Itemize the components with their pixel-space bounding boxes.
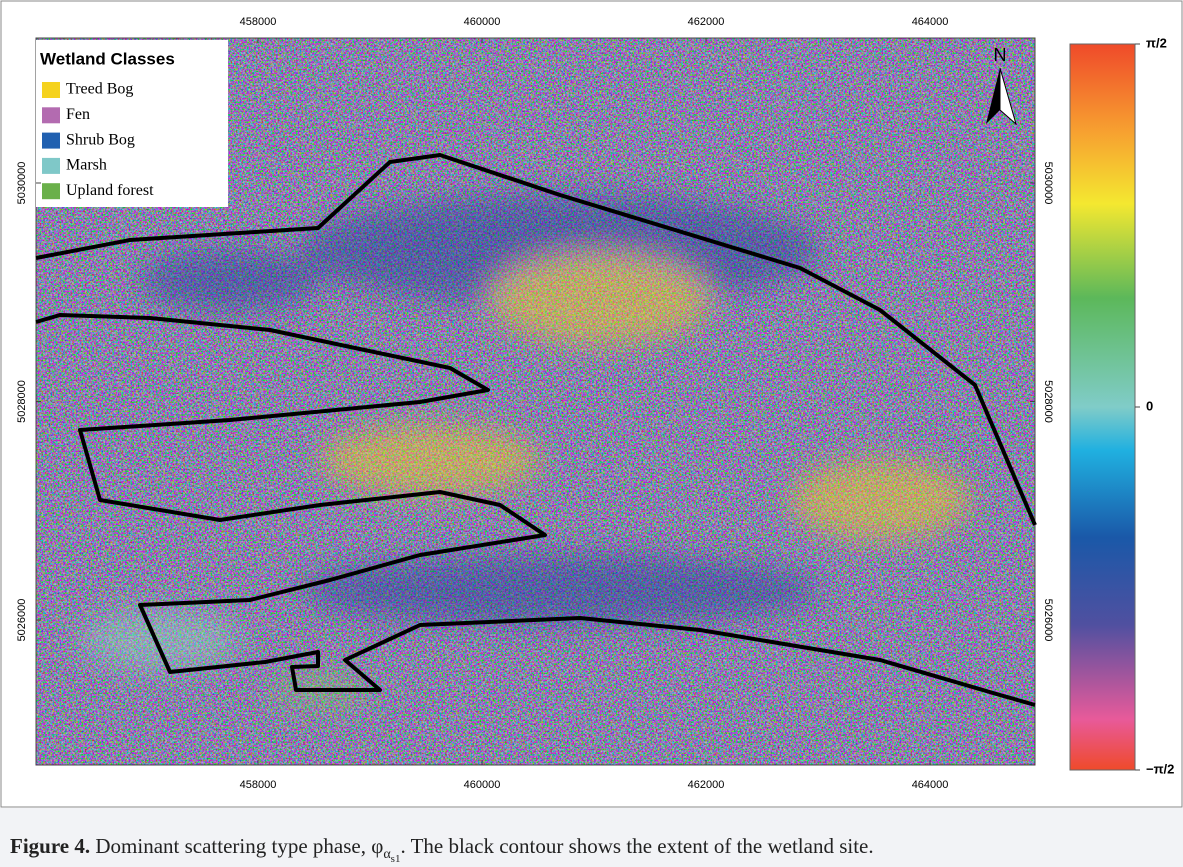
legend-swatch (42, 82, 60, 98)
legend-label: Fen (66, 106, 90, 123)
figure: N Wetland Classes Treed Bog Fen Shrub Bog M… (0, 0, 1183, 808)
legend-label: Marsh (66, 157, 107, 174)
y-tick-label: 5028000 (16, 380, 28, 423)
x-tick-label: 464000 (912, 16, 949, 28)
y-tick-label: 5030000 (1042, 162, 1054, 205)
y-tick-label: 5026000 (1042, 599, 1054, 642)
caption-symbol: φ (371, 834, 383, 858)
legend-swatch (42, 183, 60, 199)
caption-subscript: α (383, 847, 390, 862)
colorbar-label: 0 (1146, 398, 1153, 413)
x-tick-label: 458000 (240, 779, 277, 791)
legend: Wetland Classes Treed Bog Fen Shrub Bog Mar… (36, 40, 228, 207)
legend-swatch (42, 158, 60, 174)
caption: Figure 4. Dominant scattering type phase… (0, 808, 1183, 867)
legend-swatch (42, 133, 60, 149)
legend-label: Treed Bog (66, 81, 133, 98)
colorbar (1070, 44, 1135, 770)
legend-swatch (42, 107, 60, 123)
legend-label: Shrub Bog (66, 131, 135, 148)
caption-text: . The black contour shows the extent of … (400, 834, 873, 858)
legend-label: Upland forest (66, 182, 154, 199)
caption-label: Figure 4. (10, 834, 90, 858)
colorbar-label: π/2 (1146, 35, 1167, 50)
y-tick-label: 5028000 (1042, 380, 1054, 423)
caption-text: Dominant scattering type phase, (90, 834, 371, 858)
x-tick-label: 462000 (688, 779, 725, 791)
legend-title: Wetland Classes (40, 49, 175, 68)
colorbar-label: −π/2 (1146, 761, 1174, 776)
x-tick-label: 464000 (912, 779, 949, 791)
caption-subsubscript: s1 (391, 853, 401, 865)
page: N Wetland Classes Treed Bog Fen Shrub Bog M… (0, 0, 1183, 867)
x-tick-label: 458000 (240, 16, 277, 28)
y-tick-label: 5030000 (16, 162, 28, 205)
x-tick-label: 462000 (688, 16, 725, 28)
x-tick-label: 460000 (464, 779, 501, 791)
north-label: N (994, 45, 1007, 65)
x-tick-label: 460000 (464, 16, 501, 28)
y-tick-label: 5026000 (16, 599, 28, 642)
